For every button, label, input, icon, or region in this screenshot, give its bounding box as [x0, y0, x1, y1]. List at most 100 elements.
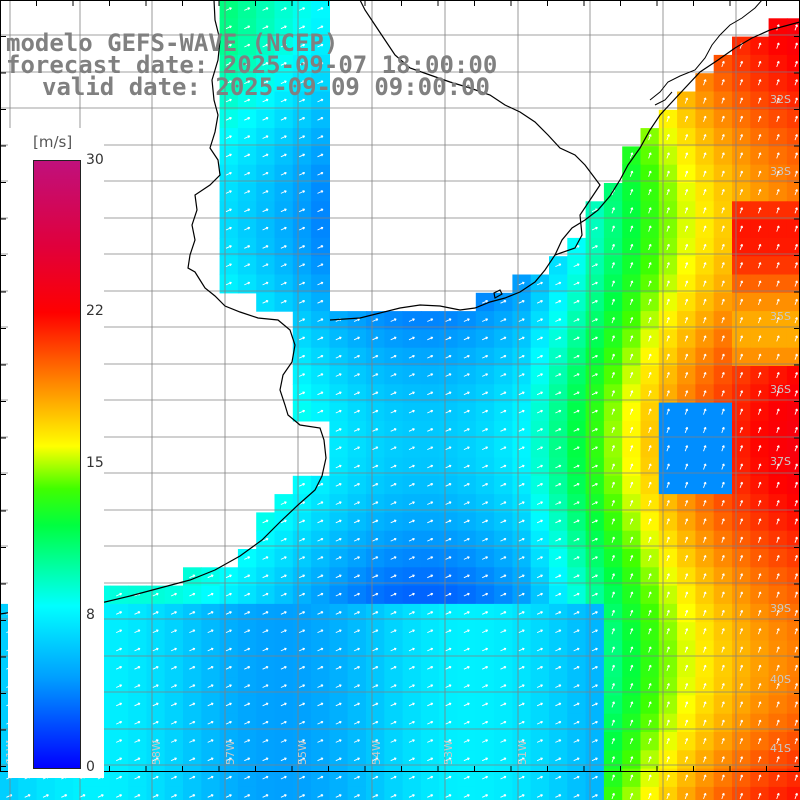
wind-arrow	[500, 318, 507, 322]
wind-arrow	[518, 574, 525, 579]
wind-arrow	[739, 280, 744, 287]
wind-arrow	[317, 373, 324, 377]
wind-arrow	[500, 336, 507, 341]
wind-arrow	[555, 336, 562, 341]
wind-arrow	[629, 426, 634, 434]
wind-arrow	[611, 591, 615, 598]
wind-arrow	[408, 318, 415, 322]
wind-arrow	[482, 666, 489, 670]
wind-arrow	[591, 391, 598, 396]
wind-arrow	[463, 702, 470, 707]
wind-arrow	[794, 683, 798, 690]
wind-arrow	[262, 666, 269, 670]
wind-arrow	[225, 7, 232, 11]
wind-arrow	[372, 794, 379, 798]
wind-arrow	[408, 684, 415, 688]
wind-arrow	[116, 592, 123, 597]
wind-arrow	[573, 428, 580, 432]
wind-arrow	[463, 354, 470, 359]
wind-arrow	[648, 280, 652, 287]
wind-arrow	[629, 609, 634, 617]
wind-arrow	[536, 464, 543, 469]
wind-arrow	[372, 647, 379, 652]
wind-arrow	[611, 646, 615, 653]
wind-arrow	[225, 245, 232, 249]
wind-arrow	[244, 245, 251, 249]
wind-arrow	[463, 483, 470, 487]
wind-arrow	[536, 794, 543, 798]
wind-arrow	[757, 719, 762, 726]
wind-arrow	[262, 208, 269, 213]
wind-arrow	[372, 501, 379, 505]
wind-arrow	[280, 135, 287, 139]
wind-arrow	[244, 153, 251, 158]
wind-arrow	[299, 263, 306, 268]
wind-cell	[786, 311, 800, 330]
wind-arrow	[317, 775, 324, 780]
wind-arrow	[170, 592, 177, 597]
wind-arrow	[445, 757, 452, 762]
wind-arrow	[591, 647, 598, 652]
wind-arrow	[611, 463, 615, 470]
wind-arrow	[721, 79, 725, 86]
wind-arrow	[629, 243, 634, 251]
wind-arrow	[280, 300, 287, 304]
wind-arrow	[721, 97, 725, 104]
wind-arrow	[299, 537, 306, 542]
wind-arrow	[335, 629, 342, 634]
wind-arrow	[280, 519, 287, 524]
wind-arrow	[207, 720, 214, 725]
wind-arrow	[262, 171, 269, 176]
wind-arrow	[721, 335, 725, 342]
wind-arrow	[555, 354, 562, 359]
wind-arrow	[721, 664, 725, 671]
wind-arrow	[721, 152, 725, 159]
wind-arrow	[445, 684, 452, 688]
wind-cell	[18, 786, 38, 800]
wind-cell	[475, 786, 495, 800]
wind-arrow	[629, 573, 634, 580]
wind-arrow	[776, 262, 780, 269]
wind-arrow	[445, 501, 452, 505]
wind-arrow	[207, 592, 214, 597]
wind-arrow	[611, 518, 615, 525]
wind-arrow	[591, 354, 598, 359]
wind-arrow	[317, 25, 324, 30]
wind-cell	[402, 786, 422, 800]
wind-arrow	[335, 556, 342, 560]
wind-arrow	[427, 794, 434, 798]
wind-arrow	[116, 647, 123, 652]
wind-cell	[128, 786, 147, 800]
wind-arrow	[776, 609, 780, 617]
wind-arrow	[152, 720, 159, 725]
wind-arrow	[445, 373, 452, 377]
wind-arrow	[573, 629, 580, 634]
wind-arrow	[299, 62, 306, 66]
wind-cell	[786, 73, 800, 93]
wind-arrow	[739, 628, 744, 635]
wind-arrow	[299, 336, 306, 341]
wind-arrow	[408, 775, 415, 780]
wind-arrow	[299, 556, 306, 560]
wind-arrow	[244, 684, 251, 688]
wind-arrow	[280, 684, 287, 688]
wind-arrow	[684, 536, 689, 543]
wind-cell	[786, 549, 800, 568]
wind-cell	[494, 786, 513, 800]
wind-cell	[36, 786, 56, 800]
wind-arrow	[721, 243, 725, 251]
wind-arrow	[518, 464, 525, 469]
wind-arrow	[591, 611, 598, 615]
wind-arrow	[500, 775, 507, 780]
wind-arrow	[555, 757, 562, 762]
wind-cell	[786, 640, 800, 660]
wind-cell	[512, 786, 532, 800]
wind-arrow	[648, 335, 652, 342]
wind-arrow	[794, 207, 798, 214]
wind-cell	[786, 146, 800, 166]
wind-arrow	[500, 611, 507, 615]
wind-arrow	[721, 719, 725, 726]
wind-arrow	[703, 408, 707, 415]
lat-label: 37S	[770, 455, 791, 468]
wind-arrow	[518, 775, 525, 780]
